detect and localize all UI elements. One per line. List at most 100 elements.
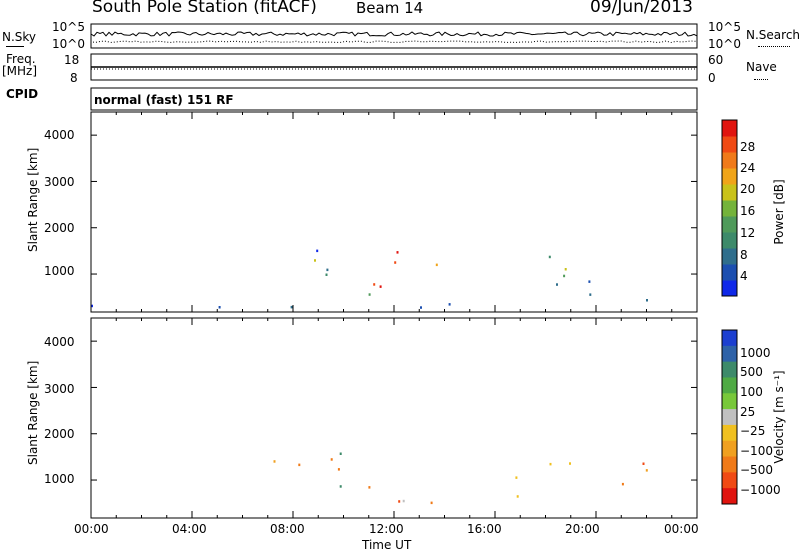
- echo-cell: [588, 280, 591, 283]
- power-ytick-4000: 4000: [44, 128, 75, 142]
- nsky-label: N.Sky: [2, 30, 37, 44]
- colorbar-cell: [722, 393, 737, 410]
- echo-cell: [402, 499, 405, 503]
- echo-cell: [589, 293, 592, 296]
- cpid-value: normal (fast) 151 RF: [94, 93, 234, 107]
- power-cb-tick-28: 28: [740, 140, 756, 154]
- echo-cell: [330, 458, 333, 461]
- echo-cell: [337, 468, 340, 471]
- velocity-cb-tick-1000: 1000: [740, 346, 771, 360]
- freq-tick-bottom: 8: [70, 71, 78, 85]
- colorbar-cell: [722, 330, 737, 347]
- echo-cell: [549, 462, 552, 466]
- power-cb-tick-8: 8: [740, 248, 748, 262]
- echo-cell: [373, 283, 376, 286]
- echo-cell: [420, 306, 422, 309]
- nsearch-legend-line: [758, 46, 790, 47]
- echo-cell: [339, 485, 342, 488]
- power-colorbar: [721, 119, 738, 297]
- freq-unit: [MHz]: [2, 64, 38, 78]
- power-ytick-2000: 2000: [44, 221, 75, 235]
- nsky-tick-bottom: 10^0: [52, 37, 85, 51]
- freq-label: Freq.: [6, 52, 36, 66]
- nsearch-line: [90, 40, 697, 44]
- velocity-colorbar: [721, 329, 738, 505]
- nave-legend-line: [754, 79, 768, 80]
- colorbar-cell: [722, 488, 737, 505]
- nsky-tick-top: 10^5: [52, 20, 85, 34]
- nave-tick-top: 60: [708, 53, 724, 67]
- echo-cell: [642, 462, 645, 465]
- echo-cell: [298, 463, 301, 467]
- colorbar-cell: [722, 456, 737, 473]
- colorbar-cell: [722, 152, 737, 169]
- colorbar-cell: [722, 361, 737, 378]
- velocity-ytick-1000: 1000: [44, 472, 75, 486]
- power-cb-tick-4: 4: [740, 269, 748, 283]
- xtick-2000: 20:00: [565, 522, 600, 536]
- colorbar-frame: [721, 119, 738, 297]
- echo-cell: [326, 268, 329, 272]
- nave-label: Nave: [746, 60, 777, 74]
- echo-cell: [290, 305, 293, 309]
- velocity-ytick-4000: 4000: [44, 335, 75, 349]
- colorbar-cell: [722, 216, 737, 233]
- nsearch-tick-bottom: 10^0: [708, 37, 741, 51]
- chart-title: South Pole Station (fitACF): [92, 0, 317, 17]
- nsky-legend-line: [6, 46, 24, 47]
- colorbar-cell: [722, 409, 737, 426]
- power-cb-tick-24: 24: [740, 161, 756, 175]
- nsearch-tick-top: 10^5: [708, 20, 741, 34]
- echo-cell: [394, 261, 397, 264]
- colorbar-frame: [721, 329, 738, 505]
- nsky-line: [90, 31, 698, 37]
- echo-cell: [645, 469, 648, 472]
- echo-cell: [316, 249, 319, 253]
- velocity-axis-ticks: [90, 318, 698, 518]
- velocity-cb-tick-m25: −25: [740, 424, 766, 438]
- echo-cell: [218, 306, 221, 309]
- colorbar-cell: [722, 232, 737, 249]
- echo-cell: [91, 304, 93, 308]
- colorbar-cell: [722, 472, 737, 489]
- echo-cell: [430, 501, 433, 505]
- echo-cell: [339, 452, 342, 455]
- colorbar-cell: [722, 168, 737, 185]
- power-ytick-1000: 1000: [44, 264, 75, 278]
- colorbar-cell: [722, 184, 737, 201]
- colorbar-cell: [722, 200, 737, 217]
- date-label: 09/Jun/2013: [590, 0, 693, 17]
- colorbar-cell: [722, 424, 737, 442]
- colorbar-cell: [722, 248, 737, 265]
- velocity-heatmap: [273, 452, 648, 505]
- colorbar-cell: [722, 120, 737, 137]
- colorbar-cell: [722, 136, 737, 153]
- power-axis-ticks: [90, 112, 698, 312]
- xtick-0800: 08:00: [270, 522, 305, 536]
- xtick-0400: 04:00: [172, 522, 207, 536]
- echo-cell: [646, 299, 648, 302]
- velocity-cb-tick-500: 500: [740, 365, 763, 379]
- xtick-0000: 00:00: [74, 522, 109, 536]
- freq-tick-top: 18: [64, 53, 80, 67]
- power-cb-tick-20: 20: [740, 182, 756, 196]
- echo-cell: [435, 263, 438, 267]
- echo-cell: [273, 460, 276, 463]
- colorbar-cell: [722, 440, 737, 458]
- xtick-1600: 16:00: [467, 522, 502, 536]
- echo-cell: [368, 486, 371, 489]
- power-cb-tick-12: 12: [740, 226, 756, 240]
- echo-cell: [515, 476, 518, 479]
- colorbar-cell: [722, 280, 737, 297]
- colorbar-cell: [722, 345, 737, 363]
- echo-cell: [569, 462, 571, 465]
- velocity-cb-tick-m1000: −1000: [740, 483, 781, 497]
- velocity-cb-tick-25: 25: [740, 405, 756, 419]
- echo-cell: [563, 274, 566, 278]
- xtick-1200: 12:00: [369, 522, 404, 536]
- nave-tick-bottom: 0: [708, 71, 716, 85]
- cpid-label: CPID: [6, 87, 39, 101]
- nsky-trace: [90, 31, 698, 44]
- colorbar-cell: [722, 264, 737, 281]
